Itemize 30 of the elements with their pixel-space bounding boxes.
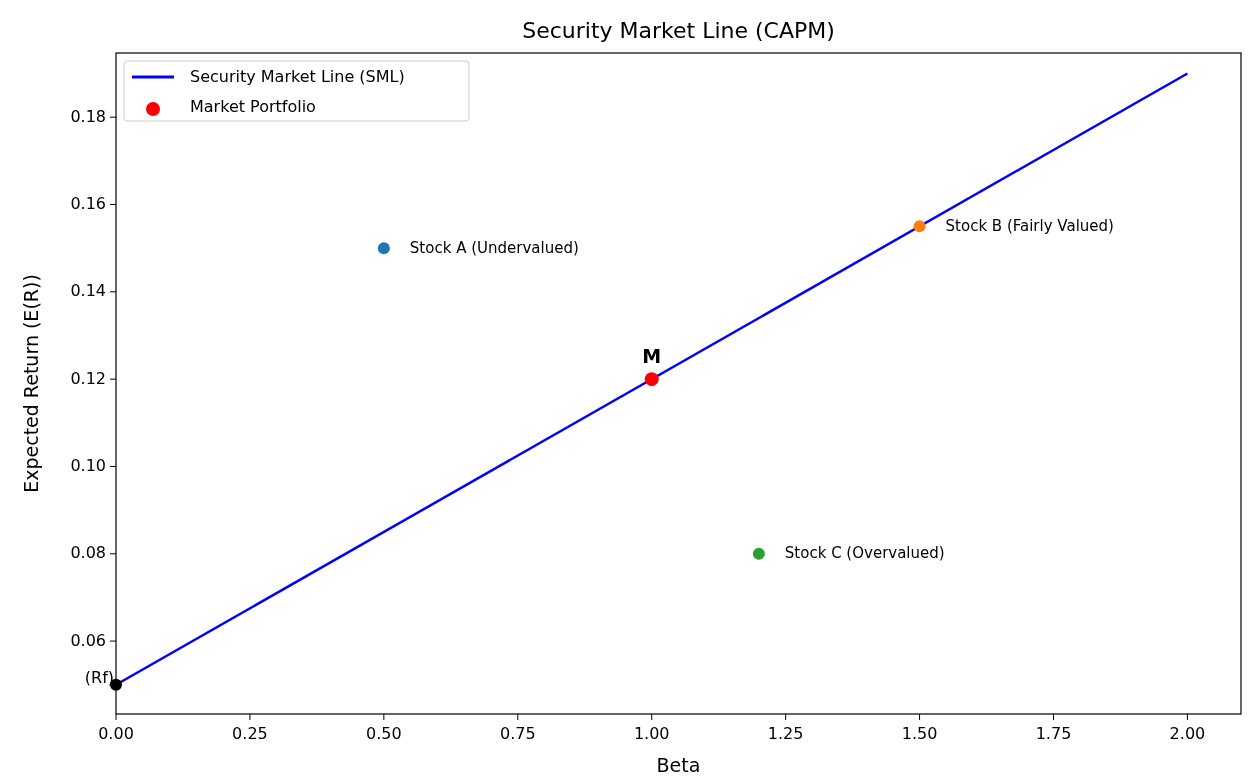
x-tick-label: 1.00 [633, 724, 670, 743]
annotation: (Rf) [84, 667, 114, 687]
point [913, 220, 926, 233]
x-tick-label: 0.50 [366, 724, 402, 743]
x-tick-label: 2.00 [1169, 724, 1206, 743]
annotation: Stock B (Fairly Valued) [945, 216, 1114, 235]
x-tick-label: 0.00 [98, 724, 134, 743]
y-tick-label: 0.06 [70, 630, 106, 650]
x-axis-title: Beta [656, 754, 701, 776]
annotation: Stock A (Undervalued) [409, 238, 579, 257]
annotation: Stock C (Overvalued) [784, 544, 945, 563]
x-tick-label: 1.75 [1035, 724, 1072, 743]
y-tick-label: 0.16 [70, 194, 106, 213]
x-tick-label: 1.50 [901, 724, 938, 743]
chart-title: Security Market Line (CAPM) [522, 18, 835, 43]
x-tick-label: 1.25 [767, 724, 804, 743]
legend-label: Market Portfolio [190, 96, 316, 116]
y-tick-label: 0.08 [70, 543, 106, 563]
y-tick-label: 0.10 [70, 455, 106, 475]
point [644, 372, 659, 387]
annotation: M [642, 345, 662, 368]
point [752, 547, 765, 560]
y-tick-label: 0.12 [70, 368, 106, 388]
x-tick-label: 0.75 [499, 724, 536, 743]
y-tick-label: 0.14 [70, 281, 106, 301]
point [377, 242, 390, 255]
legend-label: Security Market Line (SML) [190, 66, 405, 86]
y-tick-label: 0.18 [70, 106, 106, 126]
y-axis-title: Expected Return (E(R)) [20, 274, 42, 493]
x-tick-label: 0.25 [232, 724, 268, 743]
